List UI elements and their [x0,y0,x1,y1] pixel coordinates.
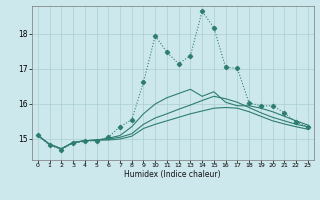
X-axis label: Humidex (Indice chaleur): Humidex (Indice chaleur) [124,170,221,179]
